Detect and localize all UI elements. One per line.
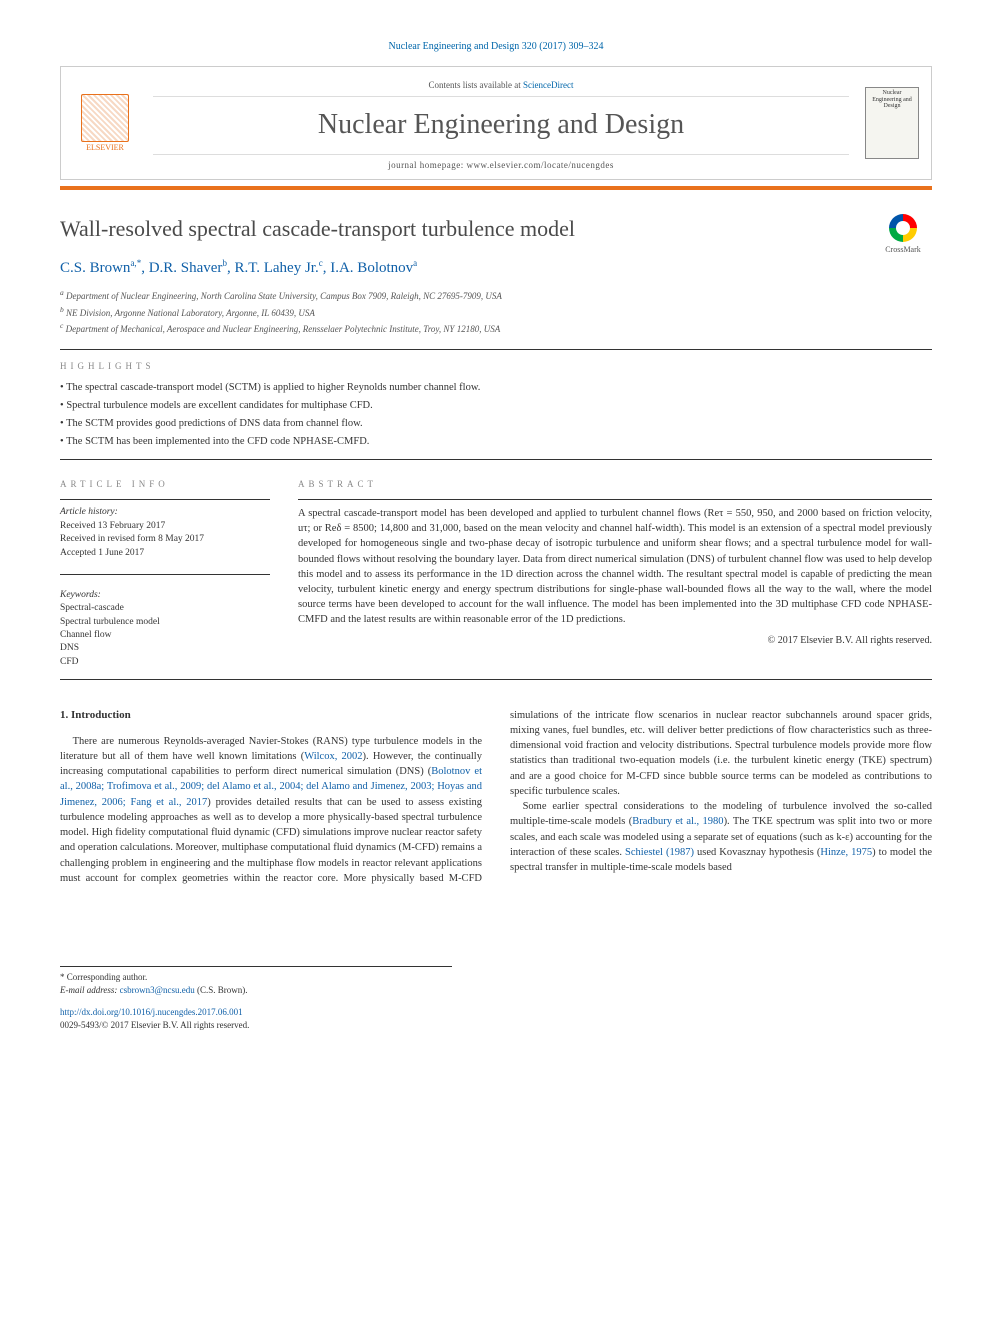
- citation-link[interactable]: Wilcox, 2002: [304, 751, 362, 762]
- body-paragraph: Some earlier spectral considerations to …: [510, 799, 932, 875]
- rule: [60, 574, 270, 575]
- article-info-heading: article info: [60, 478, 270, 491]
- keyword: DNS: [60, 642, 270, 655]
- author-3: , R.T. Lahey Jr.: [227, 260, 319, 276]
- sciencedirect-link[interactable]: ScienceDirect: [523, 80, 573, 90]
- body-columns: 1. Introduction There are numerous Reyno…: [60, 708, 932, 886]
- affiliations: a Department of Nuclear Engineering, Nor…: [60, 287, 932, 337]
- footnotes: * Corresponding author. E-mail address: …: [60, 966, 452, 996]
- rule: [60, 349, 932, 350]
- highlight-item: The spectral cascade-transport model (SC…: [60, 380, 932, 396]
- email-link[interactable]: csbrown3@ncsu.edu: [120, 985, 195, 995]
- doi-block: http://dx.doi.org/10.1016/j.nucengdes.20…: [60, 1006, 932, 1031]
- homepage-prefix: journal homepage:: [388, 160, 466, 170]
- citation-link[interactable]: Schiestel (1987): [625, 847, 694, 858]
- masthead: ELSEVIER Contents lists available at Sci…: [60, 66, 932, 180]
- crossmark-icon: [889, 214, 917, 242]
- masthead-center: Contents lists available at ScienceDirec…: [153, 75, 849, 171]
- elsevier-logo: ELSEVIER: [73, 87, 137, 159]
- homepage-line: journal homepage: www.elsevier.com/locat…: [153, 154, 849, 172]
- highlight-item: Spectral turbulence models are excellent…: [60, 398, 932, 414]
- affiliation-b: b NE Division, Argonne National Laborato…: [60, 304, 932, 321]
- history-received: Received 13 February 2017: [60, 520, 270, 533]
- issn-copyright: 0029-5493/© 2017 Elsevier B.V. All right…: [60, 1019, 932, 1032]
- accent-rule: [60, 186, 932, 190]
- author-1: C.S. Brown: [60, 260, 130, 276]
- keyword: CFD: [60, 656, 270, 669]
- affiliation-a: a Department of Nuclear Engineering, Nor…: [60, 287, 932, 304]
- rule: [60, 459, 932, 460]
- history-revised: Received in revised form 8 May 2017: [60, 533, 270, 546]
- author-2: , D.R. Shaver: [141, 260, 222, 276]
- highlight-item: The SCTM provides good predictions of DN…: [60, 416, 932, 432]
- highlight-item: The SCTM has been implemented into the C…: [60, 434, 932, 450]
- history-head: Article history:: [60, 506, 270, 519]
- rule: [298, 499, 932, 500]
- article-title: Wall-resolved spectral cascade-transport…: [60, 214, 858, 245]
- crossmark-badge[interactable]: CrossMark: [874, 214, 932, 254]
- doi-link[interactable]: http://dx.doi.org/10.1016/j.nucengdes.20…: [60, 1007, 243, 1017]
- crossmark-label: CrossMark: [885, 245, 921, 254]
- corresponding-author-note: * Corresponding author.: [60, 971, 452, 984]
- keyword: Channel flow: [60, 629, 270, 642]
- highlights-list: The spectral cascade-transport model (SC…: [60, 380, 932, 449]
- contents-prefix: Contents lists available at: [429, 80, 523, 90]
- history-accepted: Accepted 1 June 2017: [60, 547, 270, 560]
- abstract-heading: abstract: [298, 478, 932, 491]
- email-line: E-mail address: csbrown3@ncsu.edu (C.S. …: [60, 984, 452, 997]
- rule: [60, 499, 270, 500]
- email-suffix: (C.S. Brown).: [195, 985, 248, 995]
- authors-line: C.S. Browna,*, D.R. Shaverb, R.T. Lahey …: [60, 257, 932, 279]
- homepage-url[interactable]: www.elsevier.com/locate/nucengdes: [467, 160, 614, 170]
- keyword: Spectral-cascade: [60, 602, 270, 615]
- citation-link[interactable]: Bradbury et al., 1980: [632, 816, 723, 827]
- thick-rule: [60, 679, 932, 680]
- citation-link[interactable]: Hinze, 1975: [820, 847, 872, 858]
- publisher-name: ELSEVIER: [86, 142, 124, 153]
- author-4-affil: a: [413, 258, 417, 268]
- journal-title: Nuclear Engineering and Design: [153, 105, 849, 144]
- section-heading: 1. Introduction: [60, 708, 482, 724]
- abstract-copyright: © 2017 Elsevier B.V. All rights reserved…: [298, 634, 932, 648]
- email-label: E-mail address:: [60, 985, 120, 995]
- journal-reference: Nuclear Engineering and Design 320 (2017…: [60, 40, 932, 54]
- keyword: Spectral turbulence model: [60, 616, 270, 629]
- author-4: , I.A. Bolotnov: [323, 260, 413, 276]
- elsevier-tree-icon: [81, 94, 129, 142]
- contents-line: Contents lists available at ScienceDirec…: [153, 75, 849, 97]
- highlights-heading: highlights: [60, 360, 932, 373]
- abstract-column: abstract A spectral cascade-transport mo…: [298, 468, 932, 669]
- abstract-text: A spectral cascade-transport model has b…: [298, 506, 932, 628]
- keywords-head: Keywords:: [60, 589, 270, 602]
- article-info: article info Article history: Received 1…: [60, 468, 270, 669]
- affiliation-c: c Department of Mechanical, Aerospace an…: [60, 320, 932, 337]
- journal-cover-thumb: Nuclear Engineering and Design: [865, 87, 919, 159]
